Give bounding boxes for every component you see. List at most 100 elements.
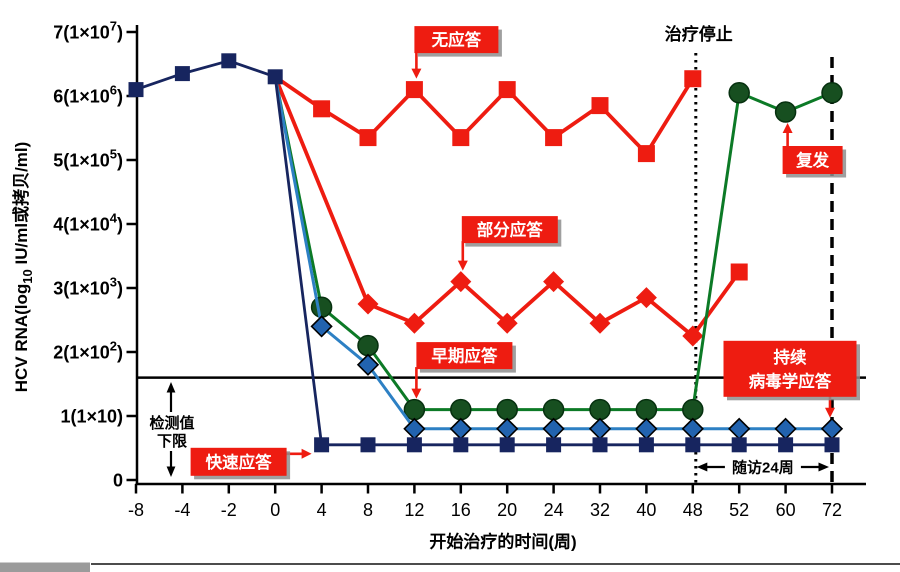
data-point	[682, 398, 704, 421]
y-tick-label: 7(1×107)	[53, 19, 123, 43]
x-tick-label: -8	[128, 500, 144, 520]
data-point	[221, 53, 237, 69]
callout-label: 病毒学应答	[749, 371, 832, 391]
callout-label: 复发	[795, 150, 830, 170]
data-point	[356, 353, 380, 376]
x-tick-label: 52	[729, 500, 749, 520]
data-point	[403, 312, 425, 334]
data-point	[313, 100, 331, 118]
data-point	[728, 417, 751, 440]
treatment-stop-label: 治疗停止	[665, 24, 733, 44]
data-point	[730, 263, 748, 281]
arrow-down-icon	[825, 407, 835, 418]
series-no-response	[274, 70, 702, 163]
x-tick-label: 24	[544, 500, 564, 520]
callout-label: 持续	[774, 347, 808, 367]
data-point	[360, 437, 376, 453]
data-point	[359, 129, 377, 147]
data-point	[449, 417, 472, 440]
x-tick-label: 16	[451, 500, 471, 520]
followup-label: 随访24周	[732, 459, 794, 477]
data-point	[405, 81, 423, 99]
series-line	[274, 75, 695, 156]
data-point	[496, 417, 519, 440]
series-partial-response	[273, 76, 748, 347]
data-point	[637, 145, 655, 163]
data-point	[357, 293, 379, 315]
arrow-down-icon	[411, 388, 422, 399]
x-tick-label: 0	[270, 500, 280, 520]
data-point	[774, 101, 797, 123]
arrow-down-icon	[457, 260, 468, 271]
data-point	[357, 334, 379, 357]
data-point	[450, 398, 472, 421]
series-line	[135, 59, 832, 447]
data-point	[684, 70, 702, 88]
series-sustained-virologic-response	[273, 76, 844, 440]
y-axis-title: HCV RNA(log10 IU/ml或拷贝/ml)	[11, 142, 35, 393]
data-point	[681, 417, 704, 440]
y-tick-label: 0	[113, 471, 123, 491]
x-tick-label: 60	[776, 500, 796, 520]
callout-label: 部分应答	[477, 220, 544, 240]
arrow-down-icon	[411, 68, 422, 79]
arrow-up-icon	[782, 123, 793, 133]
data-point	[821, 82, 843, 104]
callout-no-response: 无应答	[411, 26, 502, 79]
callout-box	[461, 216, 558, 244]
y-tick-label: 6(1×106)	[53, 83, 123, 107]
detection-limit-text: 检测值	[149, 414, 194, 432]
arrow-right-icon	[301, 448, 312, 459]
data-point	[685, 437, 701, 453]
data-point	[267, 69, 283, 85]
callout-box	[414, 26, 499, 54]
y-tick-group: 7(1×107) 6(1×106) 5(1×105) 4(1×104) 3(1×103)…	[53, 19, 137, 491]
data-point	[638, 437, 654, 453]
x-tick-label: -4	[174, 500, 190, 520]
bottom-frame	[0, 562, 900, 572]
callout-box	[416, 342, 513, 370]
data-point	[453, 437, 469, 453]
x-tick-label: 12	[404, 500, 424, 520]
data-point	[496, 312, 518, 334]
callout-box	[782, 146, 843, 174]
data-point	[542, 398, 565, 421]
data-point	[450, 271, 472, 293]
data-point	[682, 325, 704, 347]
data-point	[589, 398, 611, 421]
arrow-left-icon	[696, 462, 708, 472]
x-tick-label: 32	[590, 500, 610, 520]
callout-rapid-response: 快速应答	[190, 447, 312, 480]
callout-label: 无应答	[431, 30, 482, 50]
callout-box	[723, 340, 857, 397]
y-tick-label: 2(1×102)	[53, 339, 123, 363]
series-line	[273, 76, 741, 338]
followup-label-bg	[724, 457, 801, 477]
data-point	[545, 129, 563, 147]
x-axis-title: 开始治疗的时间(周)	[429, 532, 576, 552]
data-point	[774, 417, 797, 440]
data-point	[452, 129, 470, 147]
callout-box	[190, 447, 287, 476]
data-point	[635, 417, 658, 440]
data-point	[635, 287, 657, 309]
data-point	[546, 437, 562, 453]
data-point	[542, 417, 565, 440]
callout-early-response: 早期应答	[411, 342, 516, 399]
bottom-corner-block	[0, 562, 90, 572]
data-point	[174, 66, 190, 82]
series-relapse	[273, 76, 843, 421]
data-point	[592, 437, 608, 453]
x-tick-label: 72	[822, 500, 842, 520]
callout-relapse: 复发	[782, 123, 847, 178]
callout-label: 早期应答	[431, 346, 498, 366]
data-point	[310, 315, 333, 338]
axes	[135, 25, 866, 486]
data-point	[128, 82, 144, 98]
data-point	[635, 398, 658, 421]
data-point	[824, 437, 840, 453]
data-point	[406, 437, 422, 453]
